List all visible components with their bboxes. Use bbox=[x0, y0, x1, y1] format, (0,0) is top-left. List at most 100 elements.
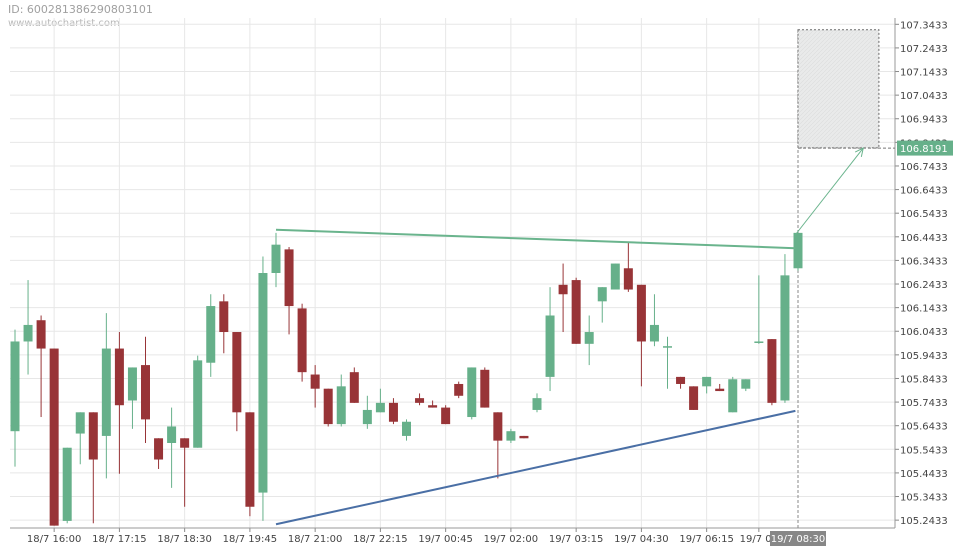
candle-body bbox=[597, 287, 607, 302]
candle bbox=[232, 332, 242, 432]
candle-body bbox=[375, 402, 385, 413]
y-tick-label: 105.8433 bbox=[900, 374, 948, 385]
candle-body bbox=[454, 383, 464, 396]
candle-body bbox=[62, 447, 72, 521]
y-tick-label: 105.5433 bbox=[900, 445, 948, 456]
candle-body bbox=[388, 402, 398, 422]
chart-id-label: ID: 600281386290803101 bbox=[8, 3, 153, 16]
candle-body bbox=[702, 376, 712, 387]
candle-body bbox=[284, 249, 294, 307]
y-tick-label: 106.9433 bbox=[900, 115, 948, 126]
candle-body bbox=[310, 374, 320, 389]
current-time-badge bbox=[770, 531, 826, 546]
candle-body bbox=[75, 412, 85, 434]
candle bbox=[663, 336, 672, 389]
candle-body bbox=[754, 341, 764, 343]
candle-body bbox=[519, 435, 529, 439]
candle bbox=[10, 329, 20, 467]
candle bbox=[127, 367, 137, 429]
y-tick-label: 107.1433 bbox=[900, 68, 948, 79]
candle-body bbox=[180, 438, 190, 448]
y-tick-label: 107.0433 bbox=[900, 91, 948, 102]
candle bbox=[402, 419, 411, 441]
candle bbox=[754, 275, 764, 344]
candle bbox=[441, 405, 451, 425]
candle-body bbox=[154, 438, 164, 460]
candle-body bbox=[715, 388, 725, 392]
y-tick-label: 105.9433 bbox=[900, 351, 948, 362]
candle bbox=[349, 367, 359, 403]
y-tick-label: 106.4433 bbox=[900, 233, 948, 244]
candle bbox=[310, 365, 320, 408]
candle bbox=[676, 376, 686, 389]
candle bbox=[323, 388, 333, 427]
candle bbox=[36, 315, 46, 418]
candle bbox=[258, 256, 268, 521]
candle bbox=[284, 247, 294, 335]
candle-body bbox=[232, 332, 242, 413]
candle bbox=[780, 254, 790, 403]
y-tick-label: 106.1433 bbox=[900, 304, 948, 315]
candle-body bbox=[780, 275, 790, 401]
candle bbox=[388, 398, 398, 425]
x-tick-label: 18/7 19:45 bbox=[223, 534, 277, 545]
y-tick-label: 107.2433 bbox=[900, 44, 948, 55]
candle-body bbox=[767, 339, 777, 403]
candle bbox=[715, 383, 725, 392]
candle bbox=[545, 287, 555, 392]
candle-body bbox=[219, 301, 229, 333]
candle bbox=[271, 232, 281, 288]
candle bbox=[793, 232, 803, 271]
y-tick-label: 105.7433 bbox=[900, 398, 948, 409]
candle bbox=[649, 294, 659, 347]
candle bbox=[88, 412, 98, 524]
candle-body bbox=[362, 409, 372, 425]
x-tick-label: 18/7 18:30 bbox=[157, 534, 211, 545]
candle-body bbox=[636, 284, 646, 342]
x-tick-label: 19/7 03:15 bbox=[549, 534, 603, 545]
candle-body bbox=[493, 412, 503, 441]
axis-labels: 107.3433 107.2433 107.1433 107.0433 106.9433… bbox=[27, 20, 953, 546]
candle-body bbox=[506, 431, 516, 441]
candle-body bbox=[10, 341, 20, 432]
grid bbox=[10, 18, 895, 528]
forecast-arrow bbox=[794, 147, 864, 236]
y-tick-label: 105.3433 bbox=[900, 493, 948, 504]
candle-body bbox=[480, 369, 490, 408]
candle bbox=[245, 412, 255, 517]
candle bbox=[728, 376, 738, 413]
x-tick-label: 18/7 16:00 bbox=[27, 534, 81, 545]
y-tick-label: 105.6433 bbox=[900, 422, 948, 433]
candle-body bbox=[127, 367, 137, 401]
candle bbox=[636, 284, 646, 387]
candle-body bbox=[297, 308, 307, 373]
candle-body bbox=[402, 421, 411, 436]
candle bbox=[49, 348, 59, 526]
y-tick-label: 105.4433 bbox=[900, 469, 948, 480]
candle bbox=[623, 242, 633, 292]
candle-body bbox=[206, 306, 216, 363]
y-tick-label: 105.2433 bbox=[900, 516, 948, 527]
candle-body bbox=[741, 379, 751, 389]
axes bbox=[10, 18, 899, 532]
candle-body bbox=[415, 398, 425, 403]
candle-body bbox=[558, 284, 568, 295]
candle bbox=[702, 376, 712, 394]
x-tick-label: 18/7 22:15 bbox=[353, 534, 407, 545]
candle-body bbox=[167, 426, 177, 443]
candle-body bbox=[141, 365, 150, 420]
candle bbox=[206, 294, 216, 377]
candle bbox=[167, 407, 177, 488]
candle-body bbox=[114, 348, 124, 406]
forecast-zone bbox=[797, 29, 895, 149]
x-tick-label: 19/7 02:00 bbox=[484, 534, 538, 545]
candle-body bbox=[271, 244, 281, 273]
forecast-price-label: 106.8191 bbox=[900, 144, 948, 155]
x-tick-label: 19/7 00:45 bbox=[418, 534, 472, 545]
candle bbox=[101, 313, 111, 479]
candles bbox=[10, 232, 803, 526]
candle-body bbox=[467, 367, 477, 418]
candle bbox=[506, 428, 516, 443]
y-tick-label: 106.7433 bbox=[900, 162, 948, 173]
